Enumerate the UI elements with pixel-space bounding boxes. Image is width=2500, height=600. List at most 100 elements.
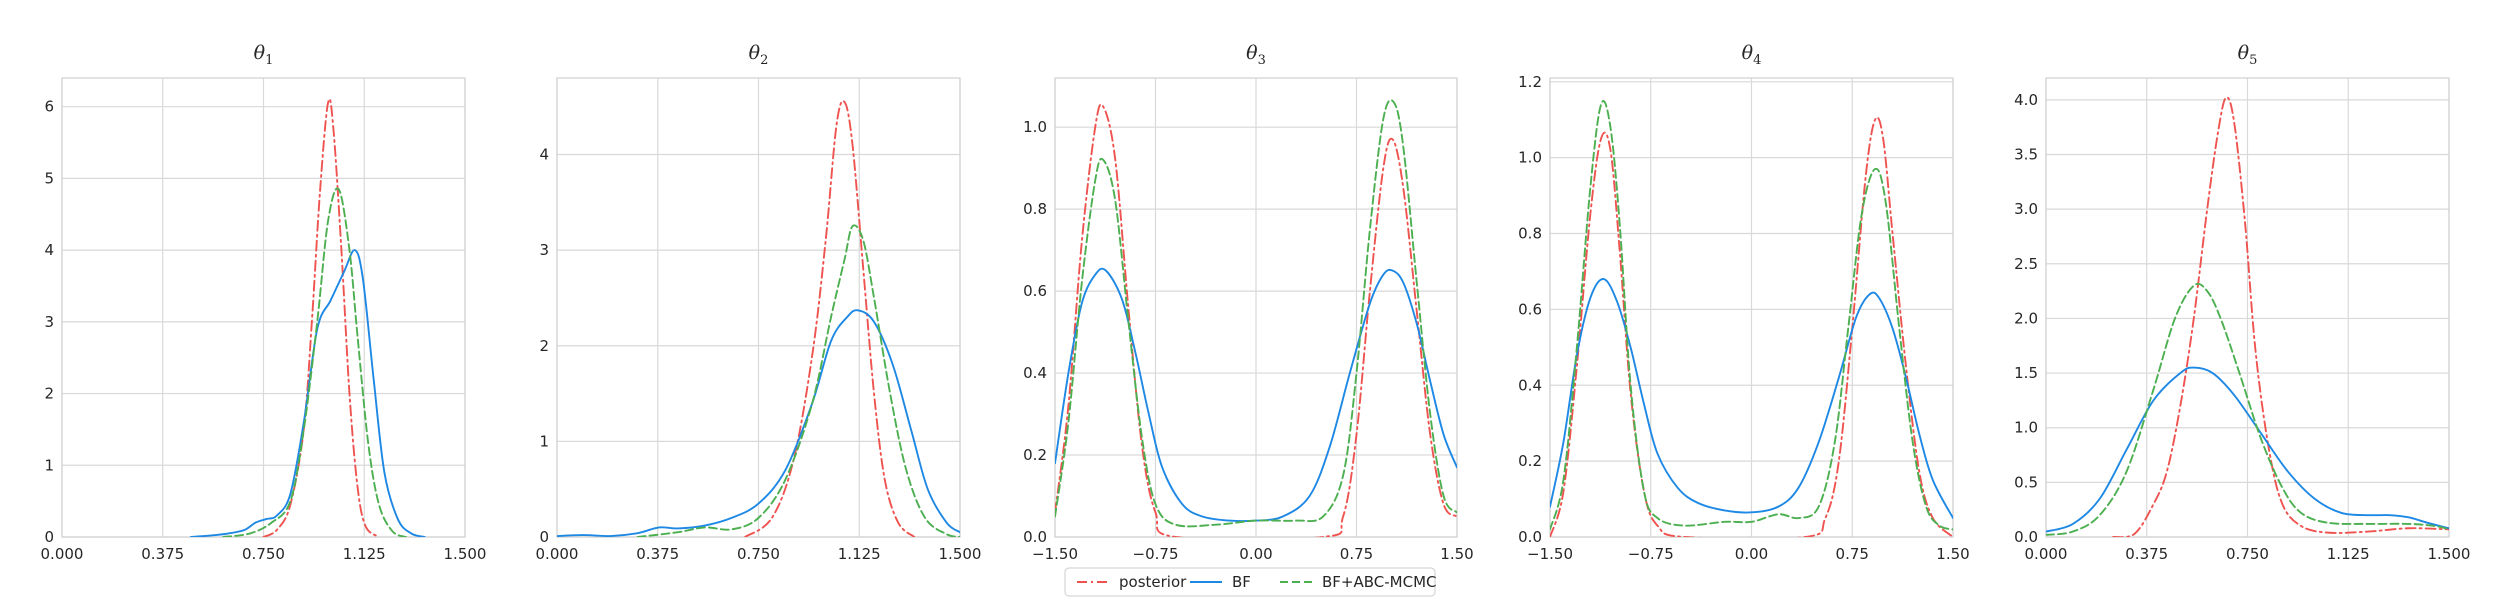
title-subscript: 4 bbox=[1753, 53, 1761, 68]
series-line-posterior bbox=[2112, 96, 2449, 537]
y-tick-label: 0.2 bbox=[1023, 446, 1047, 464]
y-tick-label: 2 bbox=[44, 385, 54, 403]
series-line-bf-abc-mcmc bbox=[2046, 282, 2449, 536]
subplot-4: −1.50 −0.75 0.00 0.75 1.50 0.0 0.2 0.4 0.6 0.8 1.0… bbox=[1518, 42, 1970, 563]
legend-label: BF+ABC-MCMC bbox=[1322, 573, 1437, 591]
series-line-posterior bbox=[1550, 116, 1953, 537]
title-symbol: θ bbox=[2238, 42, 2250, 64]
axes-frame bbox=[556, 77, 961, 538]
legend: posterior BF BF+ABC-MCMC bbox=[1064, 567, 1437, 597]
subplot-title: θ1 bbox=[254, 42, 274, 68]
series-line-bf-abc-mcmc bbox=[1550, 100, 1953, 531]
y-tick-label: 6 bbox=[44, 98, 54, 116]
y-tick-label: 0.0 bbox=[2014, 528, 2038, 546]
x-tick-label: 0.750 bbox=[2226, 545, 2269, 563]
x-tick-label: 0.750 bbox=[737, 545, 780, 563]
series-group bbox=[557, 100, 960, 537]
x-tick-label: 0.375 bbox=[636, 545, 679, 563]
y-tick-label: 3.5 bbox=[2014, 146, 2038, 164]
x-tick-label: 1.50 bbox=[1936, 545, 1969, 563]
y-tick-label: 0 bbox=[44, 528, 54, 546]
y-tick-label: 1.5 bbox=[2014, 364, 2038, 382]
title-symbol: θ bbox=[749, 42, 761, 64]
series-group bbox=[190, 98, 426, 537]
title-symbol: θ bbox=[1742, 42, 1754, 64]
subplot-title: θ3 bbox=[1246, 42, 1266, 68]
series-group bbox=[1550, 100, 1953, 537]
title-subscript: 2 bbox=[760, 53, 768, 68]
subplot-5: 0.000 0.375 0.750 1.125 1.500 0.0 0.5 1.0 1.5 2.0… bbox=[2014, 42, 2470, 563]
x-tick-label: 0.00 bbox=[1239, 545, 1272, 563]
x-tick-label: −1.50 bbox=[1527, 545, 1573, 563]
y-tick-label: 2 bbox=[539, 337, 549, 355]
x-tick-label: −0.75 bbox=[1628, 545, 1674, 563]
x-tick-label: 0.375 bbox=[2125, 545, 2168, 563]
x-tick-label: 0.000 bbox=[2025, 545, 2068, 563]
y-tick-label: 1 bbox=[539, 432, 549, 450]
legend-label: BF bbox=[1232, 573, 1251, 591]
legend-frame bbox=[1064, 567, 1436, 597]
x-tick-label: 1.500 bbox=[2428, 545, 2471, 563]
x-tick-label: 0.000 bbox=[41, 545, 84, 563]
y-tick-label: 3 bbox=[44, 313, 54, 331]
y-tick-label: 0 bbox=[539, 528, 549, 546]
y-tick-label: 2.5 bbox=[2014, 255, 2038, 273]
series-line-bf-abc-mcmc bbox=[1055, 99, 1457, 528]
y-tick-label: 2.0 bbox=[2014, 309, 2038, 327]
x-tick-label: −0.75 bbox=[1133, 545, 1179, 563]
y-tick-label: 3.0 bbox=[2014, 200, 2038, 218]
y-tick-label: 0.0 bbox=[1023, 528, 1047, 546]
y-tick-label: 0.2 bbox=[1518, 452, 1542, 470]
y-tick-label: 0.8 bbox=[1023, 200, 1047, 218]
title-subscript: 3 bbox=[1258, 53, 1266, 68]
axes-frame bbox=[1549, 77, 1954, 538]
series-line-bf bbox=[557, 309, 960, 537]
title-symbol: θ bbox=[1246, 42, 1258, 64]
x-tick-label: 1.500 bbox=[444, 545, 487, 563]
x-tick-label: 0.75 bbox=[1836, 545, 1869, 563]
subplot-title: θ4 bbox=[1742, 42, 1762, 68]
series-line-bf-abc-mcmc bbox=[222, 187, 407, 537]
series-line-bf-abc-mcmc bbox=[636, 224, 960, 537]
y-tick-label: 5 bbox=[44, 169, 54, 187]
x-tick-label: 0.75 bbox=[1340, 545, 1373, 563]
series-line-bf bbox=[1550, 278, 1953, 519]
axes-frame bbox=[2045, 77, 2450, 538]
x-tick-label: 0.000 bbox=[536, 545, 579, 563]
series-line-posterior bbox=[1055, 103, 1457, 537]
y-tick-label: 4.0 bbox=[2014, 91, 2038, 109]
y-tick-label: 0.5 bbox=[2014, 473, 2038, 491]
y-tick-label: 0.6 bbox=[1518, 300, 1542, 318]
y-tick-label: 1.0 bbox=[2014, 419, 2038, 437]
title-symbol: θ bbox=[254, 42, 266, 64]
subplot-3: −1.50 −0.75 0.00 0.75 1.50 0.0 0.2 0.4 0.6 0.8 1.0… bbox=[1023, 42, 1474, 563]
series-line-posterior bbox=[262, 98, 380, 537]
x-tick-label: 0.750 bbox=[242, 545, 285, 563]
series-group bbox=[2046, 96, 2449, 537]
x-tick-label: 1.125 bbox=[343, 545, 386, 563]
x-tick-label: 1.125 bbox=[838, 545, 881, 563]
x-tick-label: −1.50 bbox=[1032, 545, 1078, 563]
axes-frame bbox=[1054, 77, 1458, 538]
subplot-title: θ5 bbox=[2238, 42, 2258, 68]
x-tick-label: 0.00 bbox=[1735, 545, 1768, 563]
x-tick-label: 1.500 bbox=[939, 545, 982, 563]
title-subscript: 1 bbox=[265, 53, 273, 68]
y-tick-label: 3 bbox=[539, 241, 549, 259]
y-tick-label: 0.4 bbox=[1518, 376, 1542, 394]
x-tick-label: 1.50 bbox=[1440, 545, 1473, 563]
y-tick-label: 1.2 bbox=[1518, 73, 1542, 91]
x-tick-label: 1.125 bbox=[2327, 545, 2370, 563]
x-tick-label: 0.375 bbox=[141, 545, 184, 563]
y-tick-label: 1.0 bbox=[1518, 149, 1542, 167]
y-tick-label: 1.0 bbox=[1023, 118, 1047, 136]
series-group bbox=[1055, 99, 1457, 537]
y-tick-label: 4 bbox=[539, 146, 549, 164]
y-tick-label: 0.4 bbox=[1023, 364, 1047, 382]
y-tick-label: 0.6 bbox=[1023, 282, 1047, 300]
y-tick-label: 1 bbox=[44, 456, 54, 474]
legend-label: posterior bbox=[1119, 573, 1187, 591]
